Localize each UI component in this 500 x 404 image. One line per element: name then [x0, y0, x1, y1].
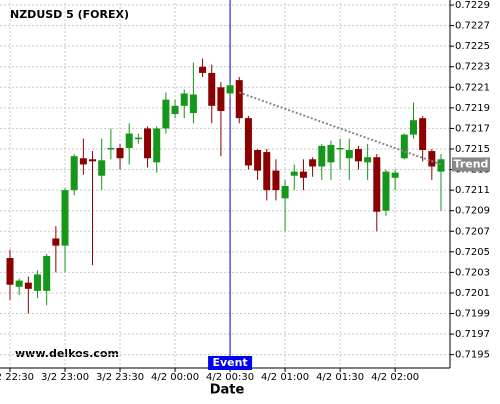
candle-body	[52, 238, 60, 246]
candle-body	[89, 159, 97, 162]
candle-body	[364, 157, 372, 163]
candle-body	[336, 147, 344, 150]
candle-body	[299, 171, 307, 178]
x-tick-label: 4/2 00:30	[206, 372, 254, 383]
y-tick-label: 0.7201	[455, 288, 490, 299]
candle-body	[318, 145, 326, 167]
y-tick-label: 0.7197	[455, 329, 490, 340]
y-tick-label: 0.7227	[455, 21, 490, 32]
candle-body	[6, 257, 14, 285]
candle-body	[226, 85, 234, 94]
candle-body	[98, 160, 106, 176]
trend-label-box	[452, 157, 490, 172]
y-tick-label: 0.7223	[455, 62, 490, 73]
x-tick-label: 4/2 01:00	[261, 372, 309, 383]
event-label-box	[208, 356, 253, 370]
y-tick-label: 0.7199	[455, 309, 490, 320]
candle-body	[180, 93, 188, 106]
candle-body	[409, 120, 417, 135]
candle-body	[70, 156, 78, 191]
chart-title: NZDUSD 5 (FOREX)	[10, 8, 129, 21]
y-tick-label: 0.7211	[455, 185, 490, 196]
candle-body	[290, 171, 298, 176]
candle-body	[244, 118, 252, 166]
candle-body	[171, 105, 179, 115]
candle-body	[419, 118, 427, 151]
candle-body	[391, 172, 399, 178]
candle-body	[437, 159, 445, 172]
candle-body	[116, 147, 124, 159]
y-tick-label: 0.7209	[455, 206, 490, 217]
candle-body	[281, 186, 289, 199]
y-tick-label: 0.7215	[455, 144, 490, 155]
trend-label: Trend	[454, 157, 489, 170]
y-tick-label: 0.7229	[455, 0, 490, 11]
candle-body	[208, 72, 216, 106]
candle-body	[373, 157, 381, 212]
y-tick-label: 0.7207	[455, 226, 490, 237]
candle-body	[217, 87, 225, 111]
candle-body	[400, 134, 408, 159]
grid	[0, 3, 450, 368]
watermark: www.delkos.com	[15, 347, 119, 360]
x-tick-label: 3/2 22:30	[0, 372, 34, 383]
y-tick-label: 0.7221	[455, 82, 490, 93]
event-label: Event	[212, 356, 247, 369]
candle-body	[162, 99, 170, 129]
x-tick-label: 3/2 23:00	[41, 372, 89, 383]
x-tick-label: 4/2 02:00	[371, 372, 419, 383]
candle-body	[354, 149, 362, 162]
candle-body	[43, 255, 51, 291]
candle-body	[382, 171, 390, 211]
candle-body	[263, 152, 271, 191]
y-tick-label: 0.7205	[455, 247, 490, 258]
candle-body	[134, 137, 142, 140]
x-tick-label: 4/2 00:00	[151, 372, 199, 383]
candle-body	[107, 147, 115, 150]
candle-body	[79, 158, 87, 165]
y-tick-label: 0.7225	[455, 41, 490, 52]
x-tick-label: 3/2 23:30	[96, 372, 144, 383]
candle-body	[345, 150, 353, 159]
candle-body	[125, 133, 133, 148]
candle-body	[272, 170, 280, 191]
candle-body	[153, 128, 161, 163]
y-tick-label: 0.7217	[455, 123, 490, 134]
candle-body	[61, 190, 69, 246]
candle-body	[254, 150, 262, 171]
x-tick-label: 4/2 01:30	[316, 372, 364, 383]
candle-body	[34, 274, 42, 291]
candle-body	[15, 280, 23, 287]
candle-body	[309, 159, 317, 167]
candle-body	[428, 151, 436, 167]
candle-body	[235, 80, 243, 119]
candle-body	[327, 144, 335, 163]
candle-body	[24, 282, 32, 289]
y-tick-label: 0.7219	[455, 103, 490, 114]
candle-body	[189, 94, 197, 114]
candle-body	[144, 128, 152, 159]
x-axis-label: Date	[210, 383, 245, 398]
y-tick-label: 0.7203	[455, 267, 490, 278]
y-tick-label: 0.7195	[455, 350, 490, 361]
candle-body	[199, 66, 207, 73]
